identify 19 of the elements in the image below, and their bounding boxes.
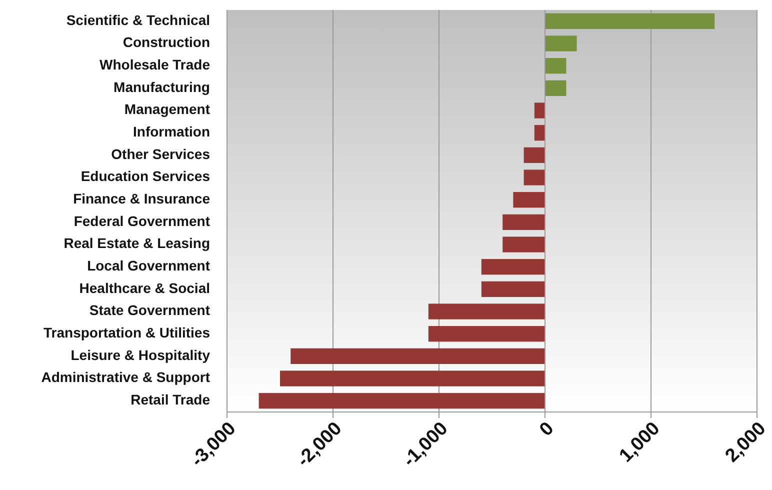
- y-tick-label: Finance & Insurance: [73, 190, 210, 207]
- y-tick-label: Manufacturing: [114, 78, 210, 95]
- y-tick-label: Information: [133, 124, 210, 140]
- y-tick-label: Retail Trade: [130, 392, 210, 408]
- y-tick-label: Federal Government: [74, 212, 210, 229]
- y-tick-label: Management: [124, 101, 210, 118]
- y-tick-label: Healthcare & Social: [79, 280, 210, 296]
- y-tick-label: Wholesale Trade: [100, 56, 210, 73]
- y-tick-label: Scientific & Technical: [66, 12, 210, 28]
- y-tick-label: Education Services: [80, 168, 210, 184]
- y-tick-label: Administrative & Support: [41, 369, 210, 386]
- y-tick-label: Transportation & Utilities: [44, 324, 210, 341]
- x-tick-label: 0: [536, 418, 558, 441]
- y-tick-label: Real Estate & Leasing: [64, 235, 210, 252]
- y-tick-label: Leisure & Hospitality: [70, 346, 210, 363]
- y-tick-label: Other Services: [111, 146, 210, 162]
- y-tick-label: Construction: [122, 34, 210, 50]
- y-tick-label: State Government: [89, 302, 210, 318]
- y-tick-label: Local Government: [87, 258, 210, 274]
